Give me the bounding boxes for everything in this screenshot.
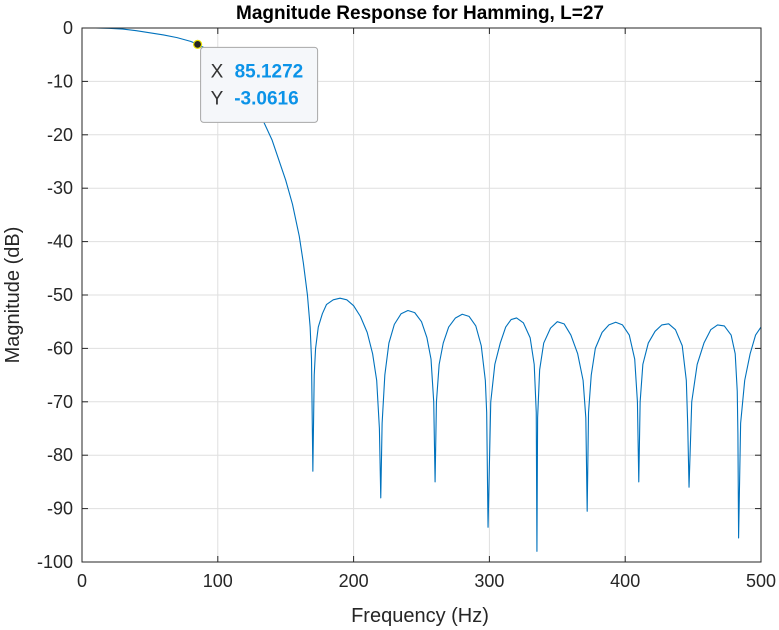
y-tick-label: 0	[63, 18, 73, 38]
datatip-y-label: Y	[211, 88, 224, 109]
x-tick-label: 100	[203, 571, 233, 591]
series-layer	[82, 27, 762, 552]
y-tick-label: -60	[47, 338, 73, 358]
ticks: 0 100 200 300 400 500 0 -10 -20 -30 -40 -50 -60 -70 -8…	[37, 18, 776, 591]
y-tick-label: -90	[47, 499, 73, 519]
datatip-y-row: Y -3.0616	[211, 88, 299, 109]
y-tick-label: -100	[37, 552, 73, 572]
datatip-x-row: X 85.1272	[211, 61, 304, 82]
series-line	[82, 27, 762, 552]
y-tick-label: -50	[47, 285, 73, 305]
y-axis-label: Magnitude (dB)	[2, 227, 24, 364]
datatip-x-value: 85.1272	[235, 61, 304, 82]
x-axis-label: Frequency (Hz)	[351, 605, 489, 627]
y-tick-label: -80	[47, 445, 73, 465]
y-tick-label: -30	[47, 178, 73, 198]
chart-title: Magnitude Response for Hamming, L=27	[236, 3, 604, 24]
datatip-box	[200, 46, 319, 123]
y-tick-label: -70	[47, 392, 73, 412]
datatip-x-label: X	[211, 61, 224, 82]
y-tick-label: -20	[47, 125, 73, 145]
datatip-marker[interactable]	[193, 39, 203, 49]
datatip[interactable]: X 85.1272 Y -3.0616	[193, 39, 319, 123]
x-tick-label: 0	[77, 571, 87, 591]
y-tick-label: -10	[47, 71, 73, 91]
y-tick-label: -40	[47, 232, 73, 252]
x-tick-label: 400	[610, 571, 640, 591]
x-tick-label: 200	[339, 571, 369, 591]
x-tick-label: 500	[746, 571, 776, 591]
datatip-y-value: -3.0616	[234, 88, 298, 109]
x-tick-label: 300	[474, 571, 504, 591]
